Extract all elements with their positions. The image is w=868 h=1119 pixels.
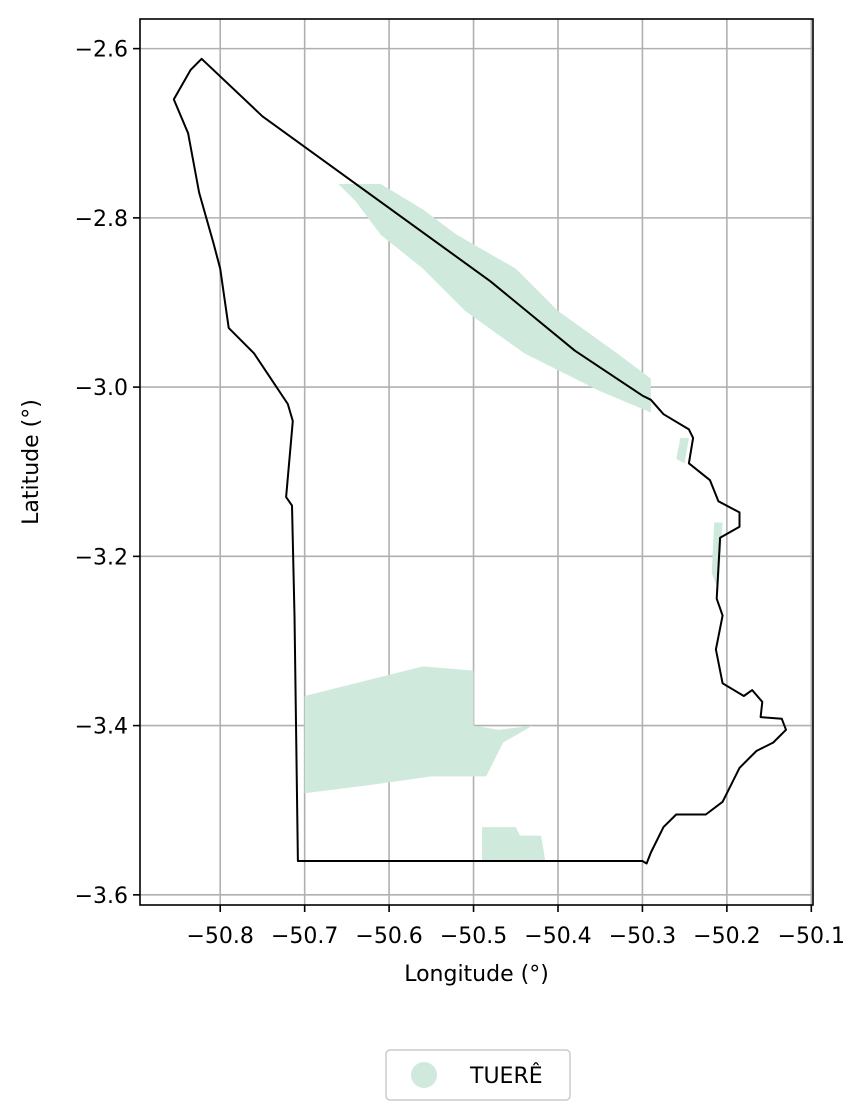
x-tick-label-4: −50.4	[524, 924, 591, 949]
y-tick-label-0: −2.6	[75, 38, 128, 63]
legend: TUERÊ	[385, 1049, 571, 1101]
y-axis-label: Latitude (°)	[19, 399, 44, 525]
x-tick-label-0: −50.8	[187, 924, 254, 949]
x-tick-label-7: −50.1	[778, 924, 845, 949]
y-tick-label-5: −3.6	[75, 884, 128, 909]
y-tick-label-3: −3.2	[75, 545, 128, 570]
legend-label-tuere: TUERÊ	[469, 1063, 543, 1089]
y-tick-label-4: −3.4	[75, 715, 128, 740]
tuere-region-3	[676, 437, 689, 464]
boundary-polygon	[172, 57, 787, 865]
tuere-regions	[304, 184, 723, 861]
axis-ticks: −50.8 −50.7 −50.6 −50.5 −50.4 −50.3 −50.2 −50.1…	[75, 38, 845, 949]
x-tick-label-6: −50.2	[693, 924, 760, 949]
x-tick-label-3: −50.5	[440, 924, 507, 949]
y-tick-label-2: −3.0	[75, 376, 128, 401]
x-axis-label: Longitude (°)	[404, 962, 549, 987]
legend-box	[385, 1049, 571, 1101]
legend-marker-tuere	[411, 1062, 437, 1088]
plot-frame	[139, 18, 814, 906]
y-tick-label-1: −2.8	[75, 207, 128, 232]
grid-lines	[140, 19, 813, 905]
x-tick-label-5: −50.3	[609, 924, 676, 949]
tuere-region-0	[338, 184, 651, 413]
tuere-region-2	[482, 827, 546, 861]
tuere-region-1	[304, 666, 533, 794]
boundary-outline	[172, 57, 787, 865]
x-tick-label-1: −50.7	[271, 924, 338, 949]
x-tick-label-2: −50.6	[355, 924, 422, 949]
